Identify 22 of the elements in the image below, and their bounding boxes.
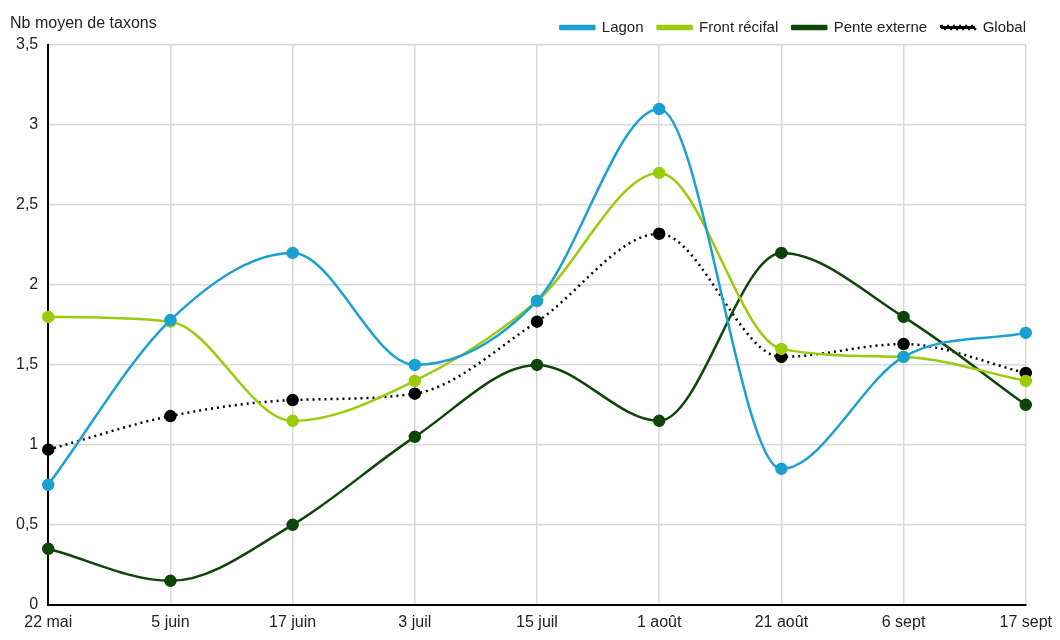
y-axis-title: Nb moyen de taxons	[10, 14, 157, 32]
x-tick-label: 15 juil	[516, 612, 558, 630]
y-tick-label: 0	[29, 595, 39, 613]
legend-label: Lagon	[601, 17, 644, 35]
x-tick-label: 22 mai	[24, 612, 73, 630]
x-tick-label: 21 août	[754, 612, 809, 630]
y-tick-label: 3	[29, 115, 39, 133]
y-tick-label: 2	[29, 275, 39, 293]
y-tick-label: 0,5	[15, 515, 39, 533]
y-tick-label: 1,5	[15, 355, 39, 373]
y-tick-label: 3,5	[15, 35, 39, 53]
legend-label: Front récifal	[699, 17, 779, 35]
x-tick-label: 17 juin	[269, 612, 317, 630]
x-tick-label: 6 sept	[881, 612, 926, 630]
x-tick-label: 3 juil	[398, 612, 432, 630]
y-tick-label: 1	[29, 435, 39, 453]
legend-label: Global	[982, 17, 1026, 35]
legend-label: Pente externe	[833, 17, 928, 35]
x-tick-label: 17 sept	[999, 612, 1053, 630]
x-tick-label: 5 juin	[151, 612, 190, 630]
x-tick-label: 1 août	[636, 612, 682, 630]
y-tick-label: 2,5	[15, 195, 39, 213]
